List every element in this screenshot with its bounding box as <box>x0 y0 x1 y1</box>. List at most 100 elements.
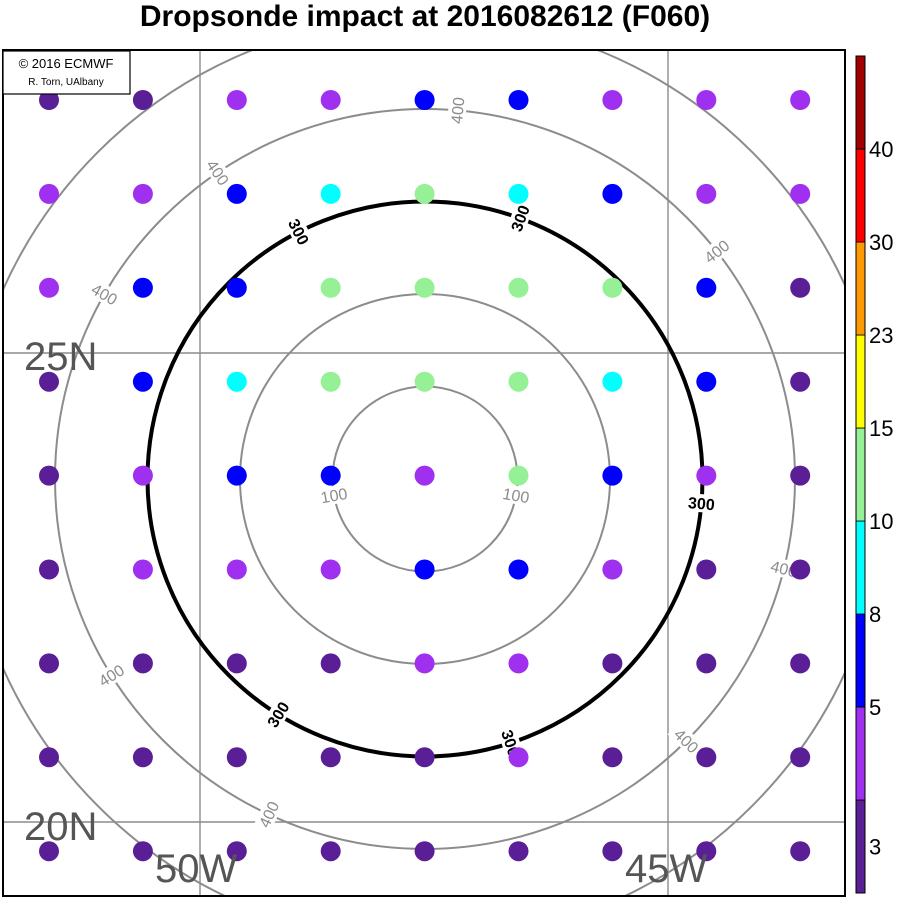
colorbar-label: 5 <box>869 695 881 720</box>
impact-dot <box>132 841 153 862</box>
contour-label: 400 <box>446 91 468 130</box>
impact-dot <box>508 559 529 580</box>
impact-dot <box>132 747 153 768</box>
impact-dot <box>790 371 811 392</box>
impact-dot <box>320 183 341 204</box>
impact-dot <box>508 371 529 392</box>
contour-label: 100 <box>314 483 354 507</box>
impact-dot <box>696 653 717 674</box>
impact-dot <box>320 653 341 674</box>
impact-dot <box>696 747 717 768</box>
impact-dot <box>696 183 717 204</box>
impact-dot <box>132 559 153 580</box>
impact-dot <box>414 559 435 580</box>
lon-label-50w: 50W <box>155 847 237 891</box>
credit-box: © 2016 ECMWF R. Torn, UAlbany <box>2 50 131 95</box>
impact-dot <box>414 371 435 392</box>
impact-dot <box>602 841 623 862</box>
impact-dot <box>320 747 341 768</box>
lat-label-25n: 25N <box>24 335 97 379</box>
colorbar-swatches <box>855 55 866 894</box>
impact-dot <box>790 841 811 862</box>
svg-text:100: 100 <box>501 486 530 507</box>
impact-dot <box>320 559 341 580</box>
impact-dots <box>39 90 811 862</box>
impact-dot <box>508 747 529 768</box>
colorbar-label: 3 <box>869 835 881 860</box>
colorbar-swatch <box>855 427 866 522</box>
impact-dot <box>226 653 247 674</box>
impact-dot <box>320 277 341 298</box>
map-frame <box>2 49 846 897</box>
svg-text:25N: 25N <box>24 335 97 379</box>
impact-dot <box>696 371 717 392</box>
svg-text:45W: 45W <box>625 847 707 891</box>
impact-dot <box>39 371 59 392</box>
colorbar-label: 40 <box>869 137 893 162</box>
impact-dot <box>696 90 717 110</box>
credit-line-2: R. Torn, UAlbany <box>28 77 103 88</box>
impact-dot <box>602 559 623 580</box>
impact-dot <box>39 841 59 862</box>
impact-dot <box>39 183 59 204</box>
colorbar-label: 8 <box>869 602 881 627</box>
impact-dot <box>320 371 341 392</box>
svg-text:400: 400 <box>769 558 799 581</box>
impact-dot <box>414 183 435 204</box>
impact-dot <box>508 465 529 486</box>
impact-dot <box>226 371 247 392</box>
impact-dot <box>602 183 623 204</box>
contour-label: 300 <box>682 492 721 514</box>
contour-100: 100 100 <box>314 385 536 573</box>
impact-dot <box>508 841 529 862</box>
svg-text:300: 300 <box>687 495 715 514</box>
colorbar-swatch <box>855 613 866 708</box>
impact-dot <box>790 465 811 486</box>
impact-dot <box>414 465 435 486</box>
impact-dot <box>132 465 153 486</box>
lon-label-45w: 45W <box>625 847 707 891</box>
impact-dot <box>508 90 529 110</box>
impact-dot <box>226 465 247 486</box>
colorbar-swatch <box>855 55 866 150</box>
impact-dot <box>508 277 529 298</box>
contour-label: 100 <box>496 483 536 507</box>
impact-dot <box>414 90 435 110</box>
impact-dot <box>132 90 153 110</box>
colorbar-label: 30 <box>869 230 893 255</box>
colorbar-swatch <box>855 241 866 336</box>
lat-lon-gridlines <box>3 50 845 896</box>
impact-dot <box>414 277 435 298</box>
impact-dot <box>696 559 717 580</box>
colorbar-swatch <box>855 706 866 801</box>
svg-text:100: 100 <box>320 486 349 507</box>
impact-dot <box>226 90 247 110</box>
colorbar-labels: 3 5 8 10 15 23 30 40 <box>869 137 893 860</box>
impact-dot <box>602 371 623 392</box>
impact-dot <box>226 277 247 298</box>
impact-dot <box>132 183 153 204</box>
impact-dot <box>696 465 717 486</box>
impact-dot <box>790 653 811 674</box>
map-title: Dropsonde impact at 2016082612 (F060) <box>139 0 711 33</box>
impact-dot <box>39 559 59 580</box>
colorbar-label: 10 <box>869 509 893 534</box>
impact-dot <box>132 653 153 674</box>
svg-text:20N: 20N <box>24 805 97 849</box>
impact-dot <box>39 465 59 486</box>
impact-dot <box>602 90 623 110</box>
impact-dot <box>602 653 623 674</box>
impact-dot <box>226 841 247 862</box>
impact-dot <box>132 277 153 298</box>
impact-dot <box>602 465 623 486</box>
lat-label-20n: 20N <box>24 805 97 849</box>
impact-dot <box>790 277 811 298</box>
impact-dot <box>226 747 247 768</box>
impact-dot <box>132 371 153 392</box>
impact-dot <box>696 277 717 298</box>
impact-dot <box>39 653 59 674</box>
svg-text:400: 400 <box>449 96 468 124</box>
impact-dot <box>414 841 435 862</box>
impact-dot <box>508 183 529 204</box>
